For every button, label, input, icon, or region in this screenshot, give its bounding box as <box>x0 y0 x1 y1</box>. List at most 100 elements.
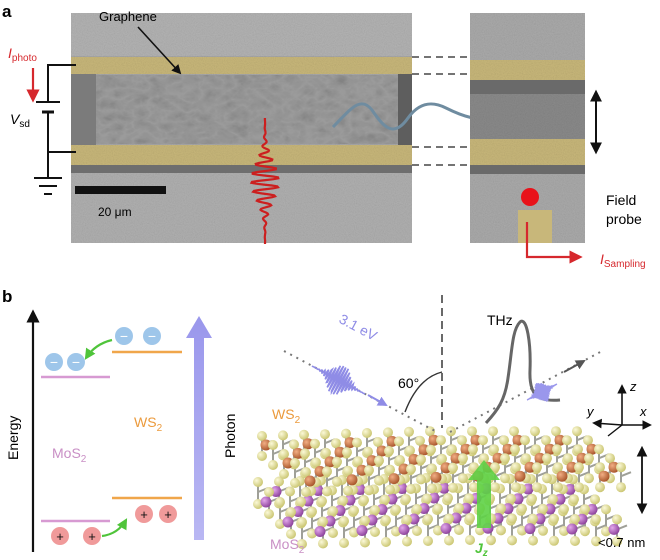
sulfur-atom <box>401 494 411 504</box>
sulfur-atom <box>383 427 393 438</box>
bottom-electrode <box>71 145 412 165</box>
sulfur-atom <box>352 437 362 448</box>
tungsten-atom <box>586 443 598 455</box>
sulfur-atom <box>331 438 341 449</box>
sulfur-atom <box>253 499 263 509</box>
tungsten-atom <box>598 470 610 482</box>
sulfur-atom <box>437 453 447 464</box>
sulfur-atom <box>405 445 415 456</box>
sulfur-atom <box>433 503 443 514</box>
sulfur-atom <box>274 476 284 487</box>
tungsten-atom <box>398 463 410 475</box>
sulfur-atom <box>538 525 548 536</box>
electron-sign-4: − <box>72 354 80 370</box>
sulfur-atom <box>595 462 605 473</box>
sulfur-atom <box>307 506 317 517</box>
hole-sign-2: + <box>164 507 172 522</box>
sulfur-atom <box>279 469 289 479</box>
sulfur-atom <box>301 467 311 477</box>
sulfur-atom <box>381 537 391 547</box>
sulfur-atom <box>490 462 500 473</box>
tungsten-atom <box>304 475 316 487</box>
ws2-label-left-sub: 2 <box>157 423 163 434</box>
sulfur-atom <box>500 453 510 464</box>
sulfur-atom <box>416 474 426 485</box>
sulfur-atom <box>541 435 551 446</box>
sulfur-atom <box>423 514 433 524</box>
electron-sign-1: − <box>120 328 128 344</box>
sulfur-atom <box>264 487 274 497</box>
mos2-label-left: MoS <box>52 445 81 461</box>
tungsten-atom <box>576 452 588 464</box>
sulfur-atom <box>322 486 332 497</box>
probe-pulse <box>526 382 558 402</box>
sulfur-atom <box>465 535 475 545</box>
sulfur-atom <box>423 536 433 546</box>
sulfur-atom <box>297 539 307 549</box>
hole-sign-1: + <box>140 507 148 522</box>
sulfur-atom <box>301 487 311 497</box>
sulfur-atom <box>601 526 611 537</box>
molybdenum-atom <box>608 523 620 535</box>
sulfur-atom <box>601 504 611 515</box>
sulfur-atom <box>360 537 370 548</box>
sulfur-atom <box>264 509 274 519</box>
tungsten-atom <box>514 470 526 482</box>
v-sd-sub: sd <box>19 119 30 130</box>
sulfur-atom <box>359 495 369 505</box>
coordinate-axes <box>592 384 652 437</box>
sulfur-atom <box>253 477 263 487</box>
sulfur-atom <box>520 435 530 446</box>
tungsten-atom <box>282 457 294 469</box>
tungsten-atom <box>356 464 368 476</box>
electron-transfer-arrow <box>84 338 113 360</box>
field-probe-label-2: probe <box>606 211 642 227</box>
sulfur-atom <box>584 453 594 464</box>
molybdenum-atom <box>398 524 410 535</box>
thz-pulse-red <box>249 118 280 244</box>
current-arrow <box>468 460 500 528</box>
tungsten-atom <box>608 461 620 473</box>
panel-b: b Energy − − − − + + + <box>2 287 652 559</box>
pump-arrow <box>367 394 388 406</box>
sulfur-atom <box>422 493 432 504</box>
sulfur-atom <box>464 493 474 504</box>
sulfur-atom <box>373 437 383 447</box>
svg-text:WS2: WS2 <box>272 406 301 426</box>
sulfur-atom <box>406 464 416 474</box>
energy-label: Energy <box>5 416 21 460</box>
sulfur-atom <box>569 494 579 505</box>
pump-beam-path <box>283 350 438 433</box>
sulfur-atom <box>506 493 516 504</box>
mos2-label-left-sub: 2 <box>81 454 87 465</box>
sulfur-atom <box>499 435 509 446</box>
tungsten-atom <box>554 434 566 446</box>
tungsten-atom <box>566 461 578 473</box>
sulfur-atom <box>517 525 527 536</box>
sulfur-atom <box>394 436 404 447</box>
pump-energy-label: 3.1 eV <box>337 311 381 344</box>
sulfur-atom <box>332 456 342 467</box>
i-sampling-arrow <box>525 222 583 264</box>
sulfur-atom <box>402 536 412 547</box>
sulfur-atom <box>574 482 584 493</box>
ws2-label-right-sub: 2 <box>295 415 301 426</box>
sulfur-atom <box>467 426 477 437</box>
sulfur-atom <box>322 466 332 477</box>
sulfur-atom <box>489 444 499 455</box>
sulfur-atom <box>500 473 510 484</box>
sulfur-atom <box>548 494 558 504</box>
sulfur-atom <box>570 536 580 546</box>
sulfur-atom <box>542 453 552 464</box>
tungsten-atom <box>418 444 430 456</box>
pump-pulse <box>311 365 366 396</box>
sulfur-atom <box>488 426 498 437</box>
sulfur-atom <box>531 444 541 455</box>
sulfur-atom <box>511 482 521 493</box>
sulfur-atom <box>278 430 288 441</box>
sulfur-atom <box>479 453 489 464</box>
sulfur-atom <box>507 535 517 546</box>
sulfur-atom <box>530 426 540 437</box>
current-label-sub: z <box>482 548 488 559</box>
mos2-label-right: MoS <box>270 536 299 552</box>
